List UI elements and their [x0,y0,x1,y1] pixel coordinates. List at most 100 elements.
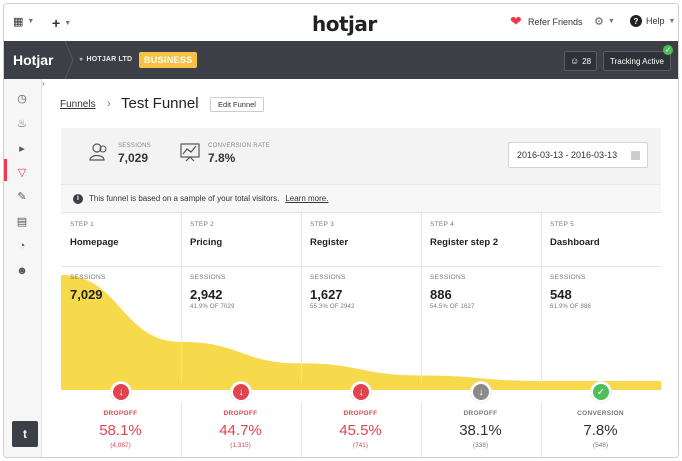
tracking-label: Tracking Active [610,56,664,66]
step-name[interactable]: Dashboard [550,237,600,248]
dropoff-count: (1,315) [230,442,251,449]
column-divider [181,213,182,383]
users-count: 28 [582,56,592,66]
question-icon: ? [630,15,642,27]
edit-funnel-button[interactable]: Edit Funnel [210,97,264,112]
dropoff-arrow-icon[interactable]: ↓ [471,382,491,402]
column-divider [301,213,302,383]
step-number: STEP 2 [190,221,215,228]
plan-badge: BUSINESS [139,52,198,68]
sample-notice: i This funnel is based on a sample of yo… [61,184,661,212]
heart-icon: ❤ [510,13,522,29]
forms-icon[interactable]: ✎ [17,190,27,203]
date-range-value: 2016-03-13 - 2016-03-13 [517,150,618,160]
chevron-down-icon: ▼ [668,17,676,25]
add-menu[interactable]: + ▼ [52,15,71,31]
step-percent-of-previous: 41.9% OF 7029 [190,304,235,310]
org-icon: ● [79,56,84,63]
dropoff-arrow-icon[interactable]: ↓ [231,382,251,402]
twitter-icon[interactable]: t [12,421,38,447]
heatmaps-icon[interactable]: ♨ [17,117,27,130]
brand-name[interactable]: Hotjar [13,52,54,68]
column-divider [301,403,302,457]
dropoff-arrow-icon[interactable]: ↓ [351,382,371,402]
refer-friends-link[interactable]: ❤ Refer Friends [510,13,583,29]
sessions-label: SESSIONS [118,143,152,149]
column-divider [181,403,182,457]
step-sessions-value: 2,942 [190,287,223,302]
dashboard-icon[interactable]: ◷ [17,92,27,105]
building-icon: ▦ [13,16,24,28]
funnel-area-chart [61,275,661,390]
step-percent-of-previous: 54.5% OF 1627 [430,304,475,310]
tracking-status-button[interactable]: Tracking Active [603,51,671,71]
step-sessions-label: SESSIONS [550,274,586,281]
conversion-check-icon[interactable]: ✓ [591,382,611,402]
users-button[interactable]: ☺ 28 [564,51,597,71]
dropoff-percent: 38.1% [459,422,502,439]
recordings-icon[interactable]: ▸ [19,142,25,155]
dropoff-count: (338) [472,442,489,449]
step-sessions-label: SESSIONS [430,274,466,281]
plus-icon: + [52,15,61,31]
column-divider [421,213,422,383]
chevron-down-icon: ▼ [27,18,35,25]
sessions-value: 7,029 [118,151,149,165]
dropoff-count: (4,087) [110,442,131,449]
step-sessions-label: SESSIONS [190,274,226,281]
org-selector[interactable]: ● HOTJAR LTD [79,56,132,63]
conversion-rate-label: CONVERSION RATE [208,143,271,149]
funnels-icon[interactable]: ▽ [17,166,27,179]
dropoff-count: (741) [352,442,369,449]
date-range-picker[interactable]: 2016-03-13 - 2016-03-13 [508,142,648,168]
active-nav-indicator [4,159,7,181]
step-name[interactable]: Register [310,237,349,248]
step-sessions-value: 548 [550,287,572,302]
conversion-chart-icon [180,143,200,162]
step-name[interactable]: Pricing [190,237,223,248]
check-icon: ✓ [663,45,673,55]
conversion-count: (548) [592,442,609,449]
notice-text: This funnel is based on a sample of your… [89,194,280,203]
gear-icon: ⚙ [594,16,604,28]
breadcrumb-chevron-icon [64,41,74,79]
dropoff-percent: 44.7% [219,422,262,439]
hotjar-logo[interactable]: hotjar [312,12,377,36]
recruiters-icon[interactable]: ☻ [16,265,28,277]
sites-menu[interactable]: ▦ ▼ [13,15,34,28]
dropoff-percent: 58.1% [99,422,142,439]
settings-menu[interactable]: ⚙ ▼ [594,15,615,28]
help-label: Help [646,16,665,26]
step-number: STEP 5 [550,221,575,228]
step-percent-of-previous: 55.3% OF 2942 [310,304,355,310]
reports-icon[interactable]: ▤ [16,215,28,228]
sidebar: ◷ ♨ ▸ ▽ ✎ ▤ ◔ ☻ t [4,79,42,457]
breadcrumb-funnels[interactable]: Funnels [60,99,96,110]
page-title: Test Funnel [121,95,199,112]
step-sessions-value: 1,627 [310,287,343,302]
conversion-percent: 7.8% [583,422,618,439]
step-sessions-label: SESSIONS [70,274,106,281]
users-icon: ☺ [569,56,580,66]
column-divider [541,213,542,383]
help-menu[interactable]: ? Help ▼ [630,15,675,27]
info-icon: i [73,193,83,204]
users-icon [89,143,107,161]
step-sessions-label: SESSIONS [310,274,346,281]
step-number: STEP 4 [430,221,455,228]
dropoff-label: DROPOFF [463,410,498,417]
dropoff-arrow-icon[interactable]: ↓ [111,382,131,402]
step-number: STEP 3 [310,221,335,228]
step-name[interactable]: Register step 2 [430,237,499,248]
app-window: ▦ ▼ + ▼ hotjar ❤ Refer Friends ⚙ ▼ ? Hel… [3,3,679,458]
top-bar: ▦ ▼ + ▼ hotjar ❤ Refer Friends ⚙ ▼ ? Hel… [4,4,678,41]
polls-icon[interactable]: ◔ [18,240,26,252]
chevron-down-icon: ▼ [64,19,72,27]
funnel-chart: STEP 1 Homepage SESSIONS 7,029 ↓ DROPOFF 58.1%… [61,212,661,457]
dropoff-label: DROPOFF [223,410,258,417]
step-name[interactable]: Homepage [70,237,119,248]
chevron-down-icon: ▼ [607,18,615,25]
org-name: HOTJAR LTD [86,56,133,63]
sidebar-expand-icon[interactable]: › [42,79,45,88]
learn-more-link[interactable]: Learn more. [285,194,329,203]
